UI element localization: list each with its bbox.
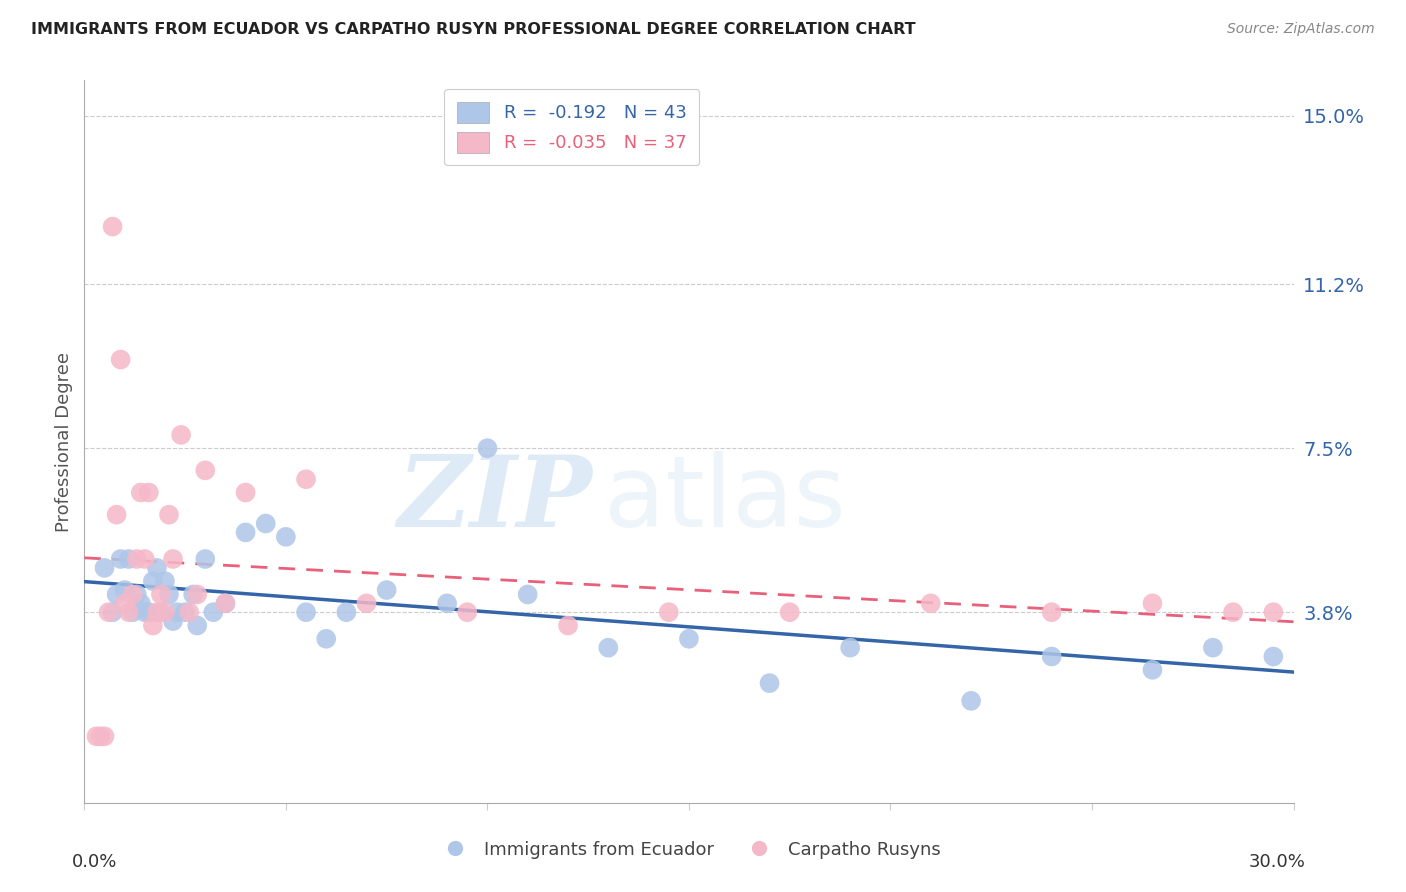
- Point: [194, 463, 217, 477]
- Point: [129, 485, 152, 500]
- Point: [214, 596, 236, 610]
- Point: [181, 587, 204, 601]
- Point: [162, 614, 184, 628]
- Point: [179, 605, 201, 619]
- Point: [186, 587, 208, 601]
- Point: [235, 485, 257, 500]
- Point: [121, 605, 143, 619]
- Text: Source: ZipAtlas.com: Source: ZipAtlas.com: [1227, 22, 1375, 37]
- Point: [678, 632, 700, 646]
- Point: [356, 596, 378, 610]
- Legend: Immigrants from Ecuador, Carpatho Rusyns: Immigrants from Ecuador, Carpatho Rusyns: [430, 834, 948, 866]
- Point: [101, 605, 124, 619]
- Point: [456, 605, 478, 619]
- Point: [194, 552, 217, 566]
- Point: [779, 605, 801, 619]
- Point: [375, 582, 398, 597]
- Point: [920, 596, 942, 610]
- Point: [758, 676, 780, 690]
- Point: [105, 508, 128, 522]
- Point: [157, 508, 180, 522]
- Point: [138, 605, 160, 619]
- Point: [134, 552, 156, 566]
- Point: [295, 472, 318, 486]
- Point: [121, 587, 143, 601]
- Point: [125, 587, 148, 601]
- Point: [149, 587, 172, 601]
- Point: [153, 574, 176, 589]
- Point: [1222, 605, 1244, 619]
- Point: [86, 729, 108, 743]
- Point: [166, 605, 188, 619]
- Point: [1142, 596, 1164, 610]
- Point: [153, 605, 176, 619]
- Point: [295, 605, 318, 619]
- Point: [146, 605, 169, 619]
- Point: [598, 640, 620, 655]
- Text: atlas: atlas: [605, 450, 846, 548]
- Point: [138, 485, 160, 500]
- Point: [149, 605, 172, 619]
- Point: [1263, 605, 1285, 619]
- Point: [129, 596, 152, 610]
- Point: [315, 632, 337, 646]
- Point: [477, 441, 499, 455]
- Point: [157, 587, 180, 601]
- Point: [110, 352, 132, 367]
- Point: [142, 574, 165, 589]
- Point: [214, 596, 236, 610]
- Point: [202, 605, 225, 619]
- Point: [274, 530, 297, 544]
- Point: [1040, 649, 1063, 664]
- Text: 0.0%: 0.0%: [72, 854, 118, 871]
- Point: [170, 428, 193, 442]
- Point: [93, 729, 115, 743]
- Point: [1263, 649, 1285, 664]
- Text: ZIP: ZIP: [398, 451, 592, 548]
- Point: [114, 596, 136, 610]
- Point: [146, 561, 169, 575]
- Point: [97, 605, 120, 619]
- Text: IMMIGRANTS FROM ECUADOR VS CARPATHO RUSYN PROFESSIONAL DEGREE CORRELATION CHART: IMMIGRANTS FROM ECUADOR VS CARPATHO RUSY…: [31, 22, 915, 37]
- Point: [134, 605, 156, 619]
- Point: [174, 605, 197, 619]
- Text: 30.0%: 30.0%: [1249, 854, 1306, 871]
- Point: [186, 618, 208, 632]
- Point: [254, 516, 277, 531]
- Point: [118, 552, 141, 566]
- Y-axis label: Professional Degree: Professional Degree: [55, 351, 73, 532]
- Point: [516, 587, 538, 601]
- Point: [839, 640, 862, 655]
- Point: [125, 552, 148, 566]
- Point: [1202, 640, 1225, 655]
- Point: [1040, 605, 1063, 619]
- Point: [162, 552, 184, 566]
- Point: [335, 605, 357, 619]
- Point: [105, 587, 128, 601]
- Point: [93, 561, 115, 575]
- Point: [658, 605, 681, 619]
- Point: [436, 596, 458, 610]
- Point: [118, 605, 141, 619]
- Point: [110, 552, 132, 566]
- Point: [142, 618, 165, 632]
- Point: [101, 219, 124, 234]
- Point: [1142, 663, 1164, 677]
- Point: [557, 618, 579, 632]
- Point: [960, 694, 983, 708]
- Point: [235, 525, 257, 540]
- Point: [114, 582, 136, 597]
- Point: [89, 729, 111, 743]
